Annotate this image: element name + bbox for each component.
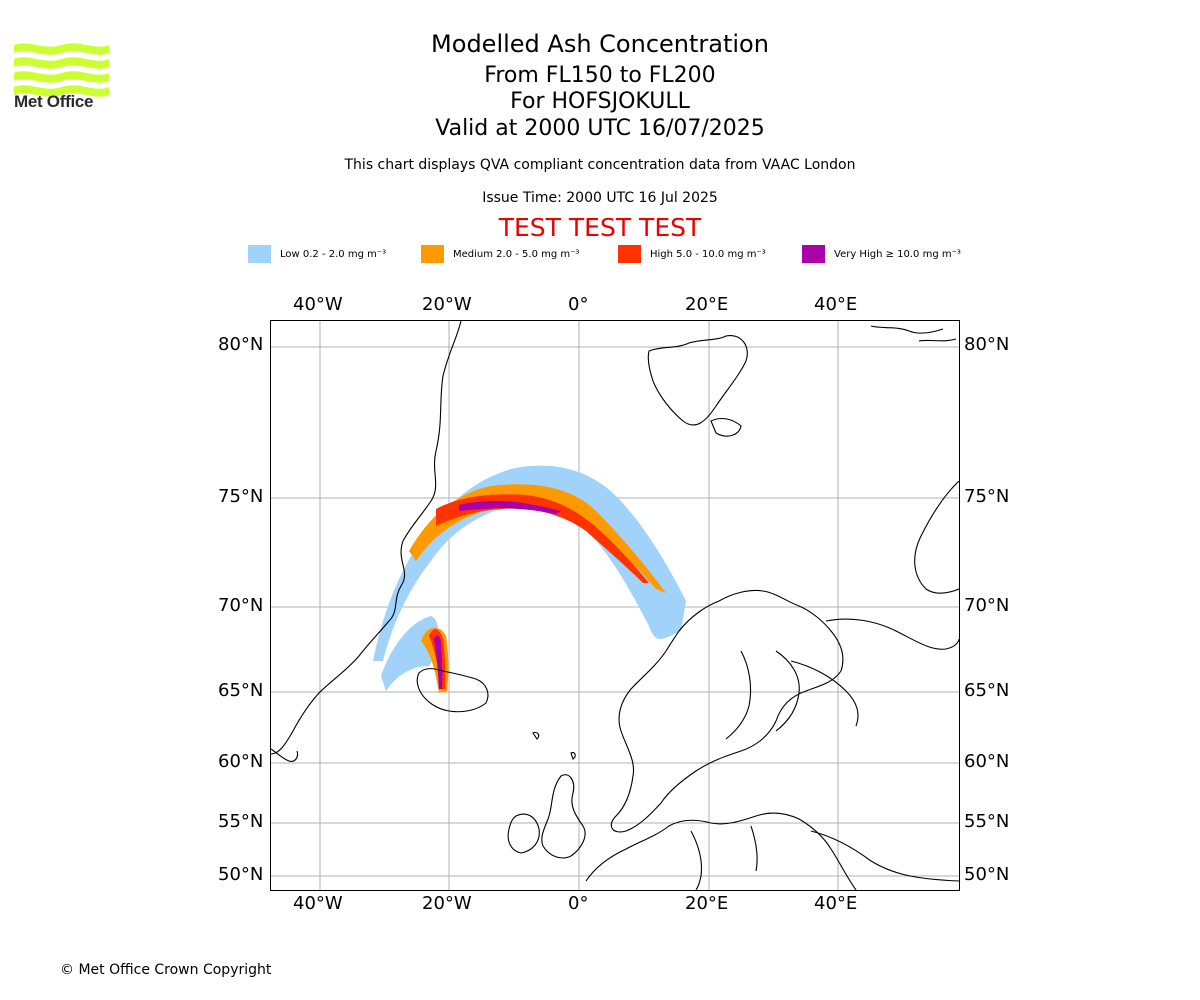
issue-time: Issue Time: 2000 UTC 16 Jul 2025 (482, 190, 718, 206)
lat-tick-right: 70°N (964, 595, 1010, 616)
legend-label-medium: Medium 2.0 - 5.0 mg m⁻³ (453, 248, 580, 260)
coast-scandinavia (610, 589, 844, 833)
flight-levels: From FL150 to FL200 (484, 63, 716, 88)
volcano-name: For HOFSJOKULL (510, 89, 690, 114)
legend-swatch-high (618, 245, 641, 263)
qva-note: This chart displays QVA compliant concen… (344, 157, 856, 173)
lat-tick-left: 60°N (218, 751, 264, 772)
legend-label-high: High 5.0 - 10.0 mg m⁻³ (650, 248, 766, 260)
lat-tick-left: 65°N (218, 680, 264, 701)
lat-tick-right: 80°N (964, 334, 1010, 355)
lat-tick-left: 80°N (218, 334, 264, 355)
ash-high-band (436, 494, 649, 583)
test-banner: TEST TEST TEST (498, 213, 702, 242)
lon-tick-bottom: 0° (568, 893, 589, 914)
lat-tick-left: 75°N (218, 486, 264, 507)
legend-swatch-low (248, 245, 271, 263)
ash-plume (373, 465, 686, 693)
coast-novaya-zemlya (914, 480, 959, 594)
copyright-notice: © Met Office Crown Copyright (60, 962, 272, 978)
lon-tick-top: 40°W (293, 294, 343, 315)
coast-europe (585, 812, 857, 890)
lon-tick-top: 0° (568, 294, 589, 315)
valid-time: Valid at 2000 UTC 16/07/2025 (435, 116, 765, 141)
ash-map[interactable] (271, 321, 959, 890)
lat-tick-left: 70°N (218, 595, 264, 616)
lat-tick-right: 65°N (964, 680, 1010, 701)
lat-tick-right: 50°N (964, 864, 1010, 885)
coast-svalbard (647, 335, 748, 426)
ash-very-high-band (459, 501, 561, 514)
lon-tick-bottom: 20°E (685, 893, 729, 914)
coast-ireland (507, 813, 540, 854)
met-office-logo (14, 43, 109, 97)
chart-title: Modelled Ash Concentration (431, 30, 769, 58)
legend-swatch-medium (421, 245, 444, 263)
legend-swatch-very-high (802, 245, 825, 263)
legend-label-very-high: Very High ≥ 10.0 mg m⁻³ (834, 248, 961, 260)
legend-item-very-high: Very High ≥ 10.0 mg m⁻³ (802, 244, 961, 264)
legend-item-low: Low 0.2 - 2.0 mg m⁻³ (248, 244, 386, 264)
lon-tick-top: 20°W (422, 294, 472, 315)
legend-label-low: Low 0.2 - 2.0 mg m⁻³ (280, 248, 387, 260)
lat-tick-left: 55°N (218, 811, 264, 832)
lon-tick-bottom: 40°E (814, 893, 858, 914)
lon-tick-bottom: 20°W (422, 893, 472, 914)
coast-great-britain (541, 774, 586, 859)
map-frame (270, 320, 960, 891)
lon-tick-top: 40°E (814, 294, 858, 315)
lat-tick-right: 55°N (964, 811, 1010, 832)
legend-item-high: High 5.0 - 10.0 mg m⁻³ (618, 244, 766, 264)
coastlines (271, 321, 959, 890)
lon-tick-top: 20°E (685, 294, 729, 315)
logo-wordmark: Met Office (14, 92, 94, 111)
coast-iceland (416, 668, 489, 713)
lon-tick-bottom: 40°W (293, 893, 343, 914)
lat-tick-right: 75°N (964, 486, 1010, 507)
legend-item-medium: Medium 2.0 - 5.0 mg m⁻³ (421, 244, 579, 264)
lat-tick-left: 50°N (218, 864, 264, 885)
coast-greenland (271, 321, 462, 755)
ash-very-high-iceland (434, 635, 443, 689)
lat-tick-right: 60°N (964, 751, 1010, 772)
